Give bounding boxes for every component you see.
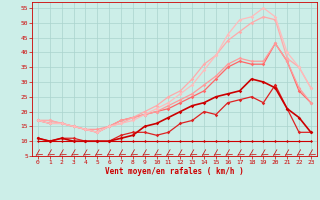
X-axis label: Vent moyen/en rafales ( km/h ): Vent moyen/en rafales ( km/h ) bbox=[105, 167, 244, 176]
